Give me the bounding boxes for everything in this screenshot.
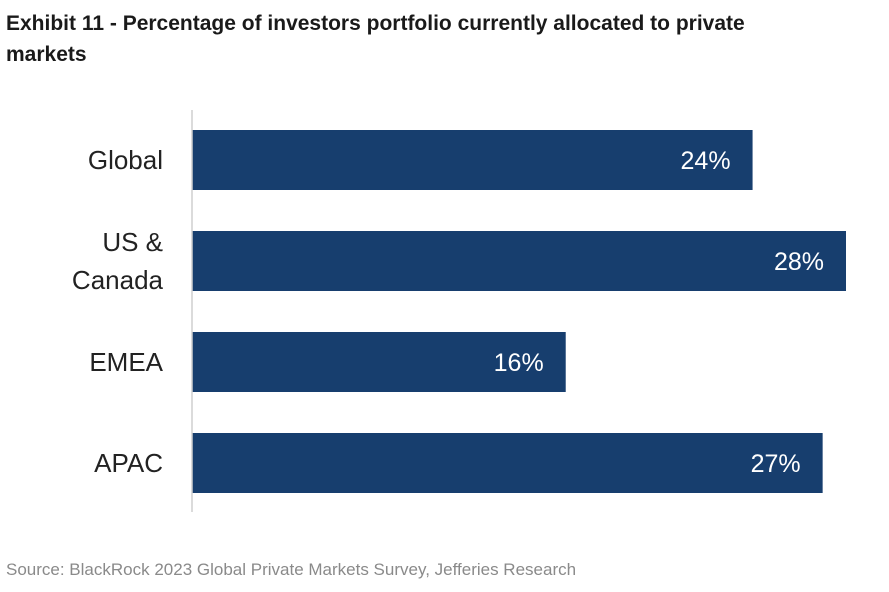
category-label: Canada [72, 265, 164, 295]
chart-title-line-2: markets [6, 43, 87, 66]
source-note: Source: BlackRock 2023 Global Private Ma… [6, 560, 577, 579]
bar [192, 433, 823, 493]
category-label: Global [88, 145, 163, 175]
bar [192, 332, 566, 392]
bar-value-label: 24% [681, 147, 731, 175]
category-label: EMEA [89, 347, 163, 377]
chart-title: Exhibit 11 - Percentage of investors por… [6, 8, 884, 70]
bar-value-label: 28% [774, 248, 824, 276]
bar-value-label: 27% [751, 450, 801, 478]
category-label: APAC [94, 448, 163, 478]
category-label: US & [102, 227, 163, 257]
bar-value-label: 16% [494, 349, 544, 377]
bar [192, 130, 753, 190]
bar [192, 231, 846, 291]
chart-title-line-1: Exhibit 11 - Percentage of investors por… [6, 12, 745, 35]
